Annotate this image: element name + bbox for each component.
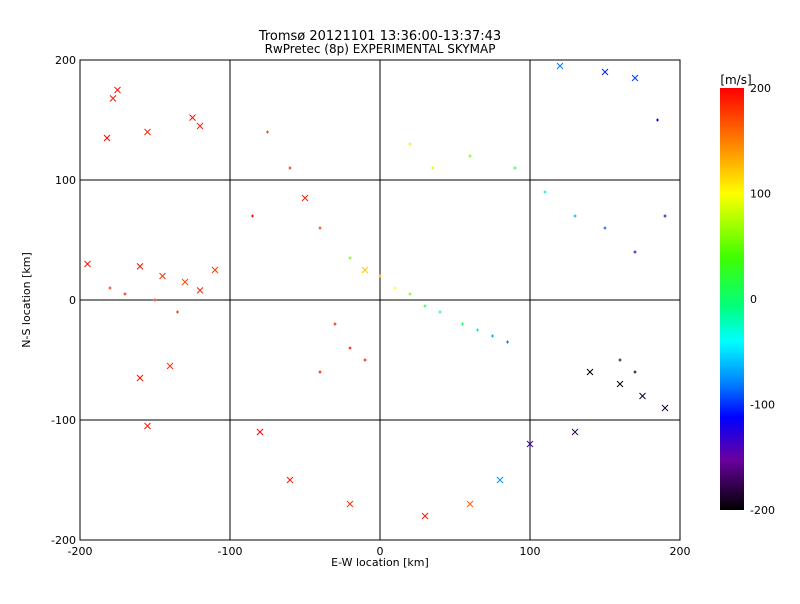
x-tick-label: 200 — [670, 545, 691, 558]
colorbar-tick-label: -100 — [750, 399, 775, 412]
point-plus-marker — [408, 142, 412, 146]
point-plus-marker — [663, 214, 667, 218]
x-tick-label: 0 — [377, 545, 384, 558]
colorbar-tick-label: 0 — [750, 293, 757, 306]
x-axis-label: E-W location [km] — [331, 556, 429, 569]
point-plus-marker — [476, 328, 479, 332]
point-x-marker — [526, 440, 534, 448]
point-x-marker — [661, 404, 669, 412]
colorbar-ticks: 200 100 0 -100 -200 — [750, 82, 775, 517]
point-plus-marker — [333, 322, 337, 326]
point-plus-marker — [408, 292, 412, 296]
point-plus-marker — [251, 214, 254, 218]
colorbar-tick-label: 100 — [750, 188, 771, 201]
colorbar-label: [m/s] — [720, 73, 751, 87]
y-tick-label: -100 — [51, 414, 76, 427]
point-plus-marker — [153, 298, 157, 302]
point-x-marker — [301, 194, 309, 202]
point-x-marker — [496, 476, 504, 484]
y-tick-label: -200 — [51, 534, 76, 547]
point-x-marker — [136, 263, 144, 270]
point-plus-marker — [393, 286, 397, 290]
point-plus-marker — [513, 166, 517, 170]
y-tick-label: 100 — [55, 174, 76, 187]
point-x-marker — [109, 95, 117, 102]
point-x-marker — [196, 287, 204, 294]
point-plus-marker — [506, 340, 509, 344]
point-plus-marker — [423, 304, 427, 308]
point-plus-marker — [431, 166, 434, 170]
point-plus-marker — [573, 214, 577, 218]
point-x-marker — [586, 368, 594, 376]
point-plus-marker — [348, 256, 352, 260]
point-plus-marker — [633, 370, 637, 374]
point-x-marker — [144, 128, 151, 136]
colorbar — [720, 88, 744, 510]
data-points — [84, 62, 669, 520]
x-tick-label: 100 — [520, 545, 541, 558]
point-plus-marker — [656, 118, 659, 122]
point-x-marker — [346, 500, 354, 508]
point-x-marker — [466, 500, 474, 508]
y-tick-label: 0 — [69, 294, 76, 307]
colorbar-tick-label: 200 — [750, 82, 771, 95]
point-plus-marker — [603, 226, 607, 230]
x-axis-ticks: -200 -100 0 100 200 — [68, 545, 691, 558]
point-plus-marker — [318, 370, 322, 374]
point-plus-marker — [123, 292, 127, 296]
point-x-marker — [159, 272, 166, 280]
point-x-marker — [166, 362, 174, 370]
x-tick-label: -100 — [218, 545, 243, 558]
point-plus-marker — [348, 346, 352, 350]
y-tick-label: 200 — [55, 54, 76, 67]
point-plus-marker — [633, 250, 637, 254]
plot-frame — [79, 59, 681, 541]
point-x-marker — [136, 374, 144, 382]
point-x-marker — [211, 266, 219, 274]
point-plus-marker — [176, 310, 179, 314]
point-x-marker — [631, 74, 639, 82]
point-plus-marker — [543, 190, 547, 194]
chart-subtitle: RwPretec (8p) EXPERIMENTAL SKYMAP — [265, 42, 496, 56]
point-plus-marker — [288, 166, 292, 170]
point-plus-marker — [363, 358, 367, 362]
point-x-marker — [256, 428, 264, 436]
point-x-marker — [114, 86, 121, 94]
point-x-marker — [103, 134, 111, 142]
point-x-marker — [181, 278, 189, 286]
x-tick-label: -200 — [68, 545, 93, 558]
colorbar-tick-label: -200 — [750, 504, 775, 517]
point-x-marker — [571, 428, 579, 436]
chart-title: Tromsø 20121101 13:36:00-13:37:43 — [258, 29, 501, 44]
point-x-marker — [84, 260, 91, 268]
point-plus-marker — [438, 310, 442, 314]
point-plus-marker — [468, 154, 472, 158]
point-plus-marker — [461, 322, 464, 326]
point-x-marker — [286, 476, 294, 484]
y-axis-label: N-S location [km] — [20, 252, 33, 348]
point-plus-marker — [318, 226, 322, 230]
point-x-marker — [556, 62, 564, 70]
point-plus-marker — [378, 274, 382, 278]
point-x-marker — [144, 422, 151, 430]
point-plus-marker — [491, 334, 494, 338]
point-x-marker — [421, 512, 429, 520]
point-plus-marker — [108, 286, 112, 290]
point-x-marker — [616, 380, 624, 388]
point-x-marker — [361, 266, 369, 274]
grid-lines — [80, 60, 680, 540]
y-axis-ticks: -200 -100 0 100 200 — [51, 54, 76, 547]
point-x-marker — [196, 122, 204, 130]
point-plus-marker — [266, 130, 269, 134]
point-x-marker — [189, 114, 196, 121]
point-x-marker — [639, 392, 646, 400]
point-x-marker — [601, 68, 609, 76]
point-plus-marker — [618, 358, 622, 362]
